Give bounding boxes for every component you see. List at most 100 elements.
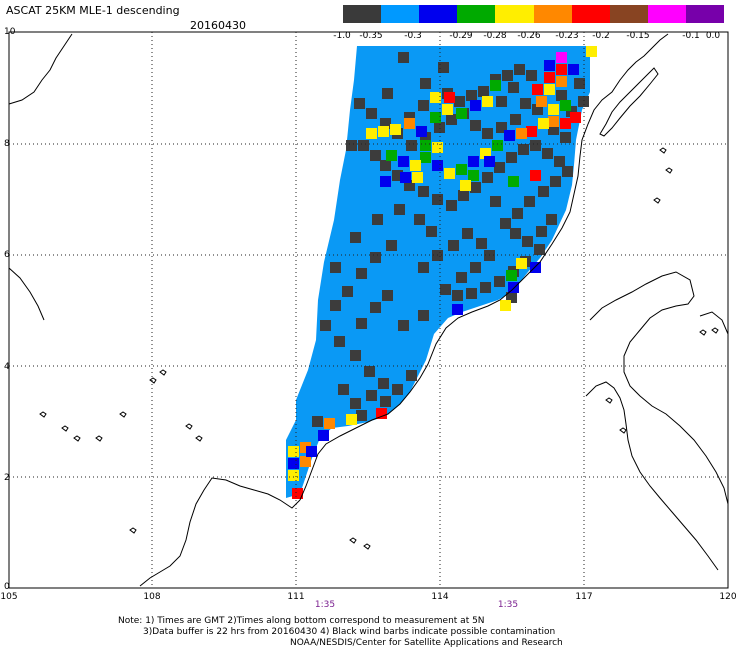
small-island [711, 327, 719, 334]
wind-cell [378, 126, 389, 137]
small-island [129, 527, 137, 534]
wind-cell [398, 320, 409, 331]
colorbar: -1.0 -0.35 -0.3 -0.29 -0.28 -0.26 -0.23 -0.2 -0.… [333, 5, 725, 41]
wind-cell [346, 414, 357, 425]
wind-cell [426, 226, 437, 237]
wind-cell [490, 80, 501, 91]
wind-cell [440, 284, 451, 295]
wind-cell [548, 104, 559, 115]
colorbar-label: -1.0 [333, 31, 351, 41]
lon-label-117: 117 [575, 592, 593, 602]
coastline-malaya [8, 267, 45, 321]
footnotes: Note: 1) Times are GMT 2)Times along bot… [118, 616, 563, 649]
wind-cell [560, 132, 571, 143]
wind-cell [386, 150, 397, 161]
wind-cell [378, 378, 389, 389]
colorbar-label: -0.2 [592, 31, 610, 41]
small-island [73, 435, 81, 442]
wind-cell [484, 156, 495, 167]
product-date: 20160430 [190, 19, 246, 32]
wind-cell [342, 286, 353, 297]
wind-cell [468, 170, 479, 181]
time-label-2: 1:35 [497, 600, 519, 610]
wind-cell [462, 228, 473, 239]
product-title: ASCAT 25KM MLE-1 descending [6, 4, 180, 17]
wind-cell [350, 398, 361, 409]
wind-cell [350, 232, 361, 243]
wind-cell [438, 62, 449, 73]
wind-cell [398, 52, 409, 63]
wind-cell [334, 336, 345, 347]
wind-cell [500, 300, 511, 311]
wind-cell [370, 302, 381, 313]
wind-cell [372, 214, 383, 225]
time-label-1: 1:35 [314, 600, 336, 610]
colorbar-label: -0.1 [682, 31, 700, 41]
wind-cell [456, 272, 467, 283]
colorbar-segment [685, 5, 725, 23]
wind-cell [530, 140, 541, 151]
wind-cell [394, 204, 405, 215]
lat-label-0: 0 [4, 582, 10, 592]
wind-cell [312, 416, 323, 427]
wind-cell [432, 142, 443, 153]
wind-cell [510, 114, 521, 125]
wind-cell [400, 172, 411, 183]
wind-cell [292, 488, 303, 499]
note-line-3: NOAA/NESDIS/Center for Satellite Applica… [290, 638, 563, 648]
coastline-east [589, 271, 729, 588]
note-line-1: Note: 1) Times are GMT 2)Times along bot… [118, 616, 485, 626]
wind-cell [392, 170, 403, 181]
wind-cell [300, 442, 311, 453]
small-island [619, 427, 627, 434]
wind-cell [546, 214, 557, 225]
wind-cell [530, 170, 541, 181]
lat-label-10: 10 [4, 27, 16, 37]
lat-label-4: 4 [4, 362, 10, 372]
wind-cell [452, 304, 463, 315]
wind-cell [548, 124, 559, 135]
wind-cell [324, 418, 335, 429]
wind-cell [442, 104, 453, 115]
wind-cell [418, 310, 429, 321]
lon-label-111: 111 [287, 592, 305, 602]
wind-cell [420, 140, 431, 151]
wind-cell [536, 226, 547, 237]
wind-cell [330, 300, 341, 311]
note-line-2: 3)Data buffer is 22 hrs from 20160430 4)… [143, 627, 556, 637]
colorbar-segment [533, 5, 573, 23]
wind-cell [364, 366, 375, 377]
wind-cell [586, 46, 597, 57]
wind-cell [444, 168, 455, 179]
wind-cell [494, 162, 505, 173]
wind-cell [410, 160, 421, 171]
wind-cell [544, 60, 555, 71]
wind-cell [366, 128, 377, 139]
wind-cell [544, 72, 555, 83]
wind-cell [496, 96, 507, 107]
wind-cell [306, 446, 317, 457]
wind-cell [538, 186, 549, 197]
wind-cell [536, 96, 547, 107]
wind-cell [354, 98, 365, 109]
wind-cell [482, 96, 493, 107]
wind-cell [482, 128, 493, 139]
colorbar-label: -0.29 [449, 31, 473, 41]
wind-cell [338, 384, 349, 395]
colorbar-label: -0.28 [483, 31, 507, 41]
wind-cell [414, 214, 425, 225]
coastline-palawan [599, 67, 659, 137]
wind-cell [370, 150, 381, 161]
wind-cell [452, 290, 463, 301]
wind-cell [560, 118, 571, 129]
wind-cell [508, 176, 519, 187]
lon-label-108: 108 [143, 592, 161, 602]
wind-cell [434, 122, 445, 133]
lon-label-120: 120 [719, 592, 737, 602]
wind-cell [392, 384, 403, 395]
colorbar-label: -0.15 [626, 31, 650, 41]
wind-cell [492, 140, 503, 151]
wind-cell [556, 76, 567, 87]
wind-cell [526, 70, 537, 81]
